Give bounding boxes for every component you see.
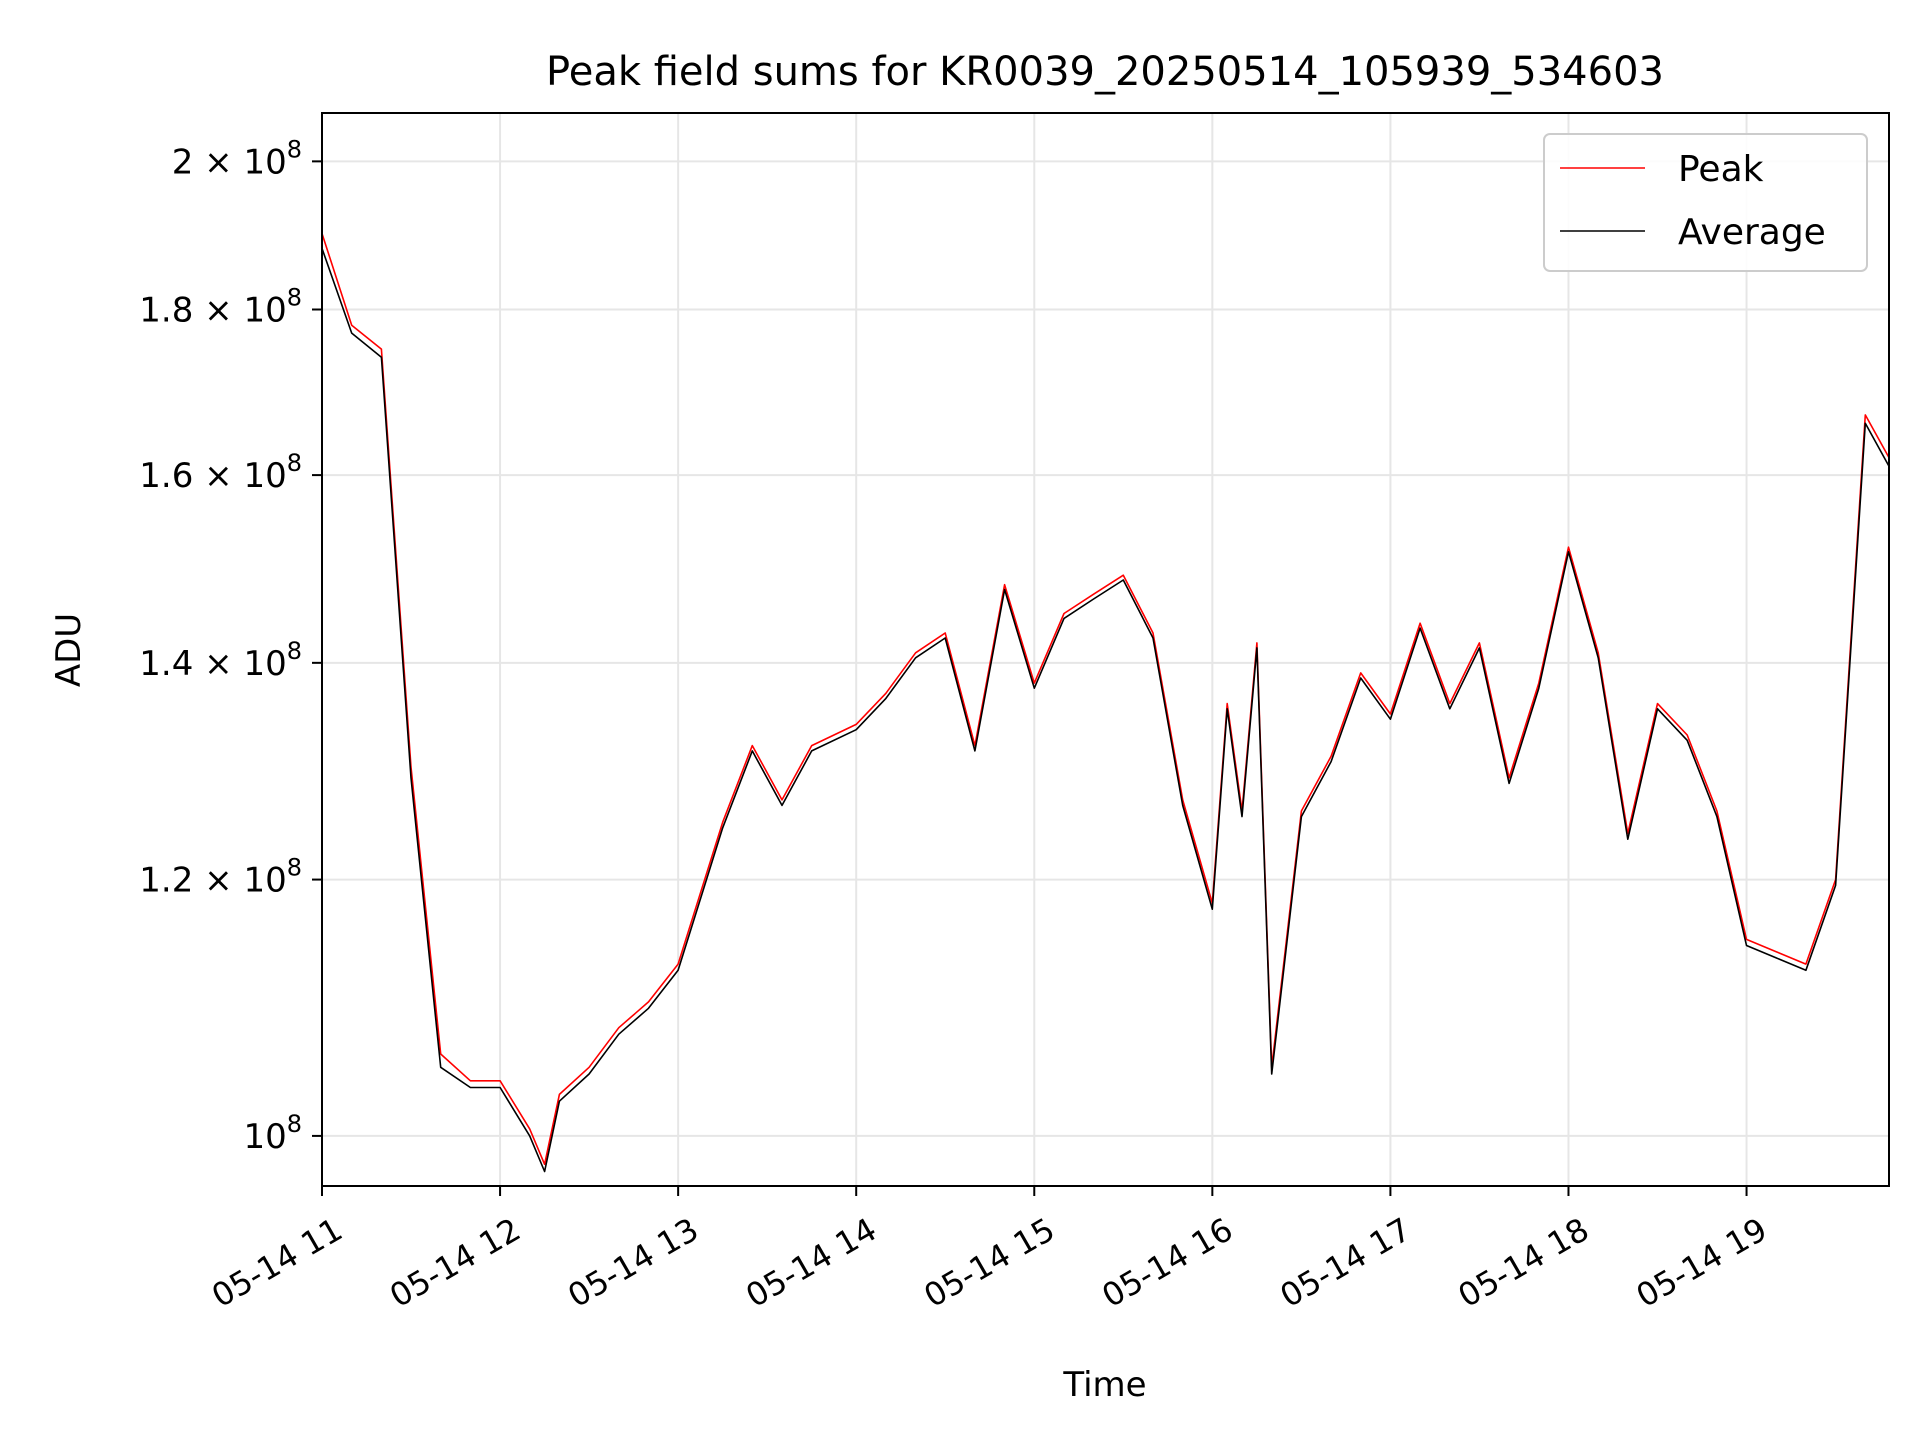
y-tick-label: 1.4 × 108 bbox=[139, 637, 302, 684]
series-layer bbox=[321, 233, 1890, 1173]
y-tick-label: 2 × 108 bbox=[172, 135, 302, 182]
x-tick-label: 05-14 14 bbox=[739, 1210, 883, 1315]
x-tick-label: 05-14 16 bbox=[1096, 1210, 1240, 1315]
legend: Peak Average bbox=[1543, 133, 1868, 272]
y-tick-label: 1.6 × 108 bbox=[139, 449, 302, 496]
x-tick-label: 05-14 18 bbox=[1452, 1210, 1596, 1315]
y-tick-label: 108 bbox=[243, 1110, 302, 1157]
x-tick-label: 05-14 19 bbox=[1630, 1210, 1774, 1315]
x-axis-label: Time bbox=[1062, 1365, 1146, 1405]
series-line-peak bbox=[321, 233, 1890, 1166]
y-tick-label: 1.2 × 108 bbox=[139, 854, 302, 901]
x-tick-label: 05-14 12 bbox=[383, 1210, 527, 1315]
y-axis: 108 1.2 × 108 1.4 × 108 1.6 × 108 1.8 × 108 2… bbox=[139, 135, 322, 1157]
series-line-average bbox=[321, 248, 1890, 1173]
grid bbox=[321, 113, 1889, 1186]
x-tick-label: 05-14 13 bbox=[561, 1210, 705, 1315]
legend-label-peak: Peak bbox=[1678, 149, 1764, 190]
x-tick-label: 05-14 15 bbox=[917, 1210, 1061, 1315]
y-axis-label: ADU bbox=[49, 613, 89, 687]
y-tick-label: 1.8 × 108 bbox=[139, 284, 302, 331]
chart-title: Peak field sums for KR0039_20250514_1059… bbox=[546, 49, 1664, 95]
x-axis: 05-14 11 05-14 12 05-14 13 05-14 14 05-14 15… bbox=[205, 1186, 1773, 1315]
legend-label-average: Average bbox=[1678, 212, 1826, 253]
plot-frame bbox=[321, 112, 1890, 1187]
x-tick-label: 05-14 17 bbox=[1274, 1210, 1418, 1315]
x-tick-label: 05-14 11 bbox=[205, 1210, 349, 1315]
